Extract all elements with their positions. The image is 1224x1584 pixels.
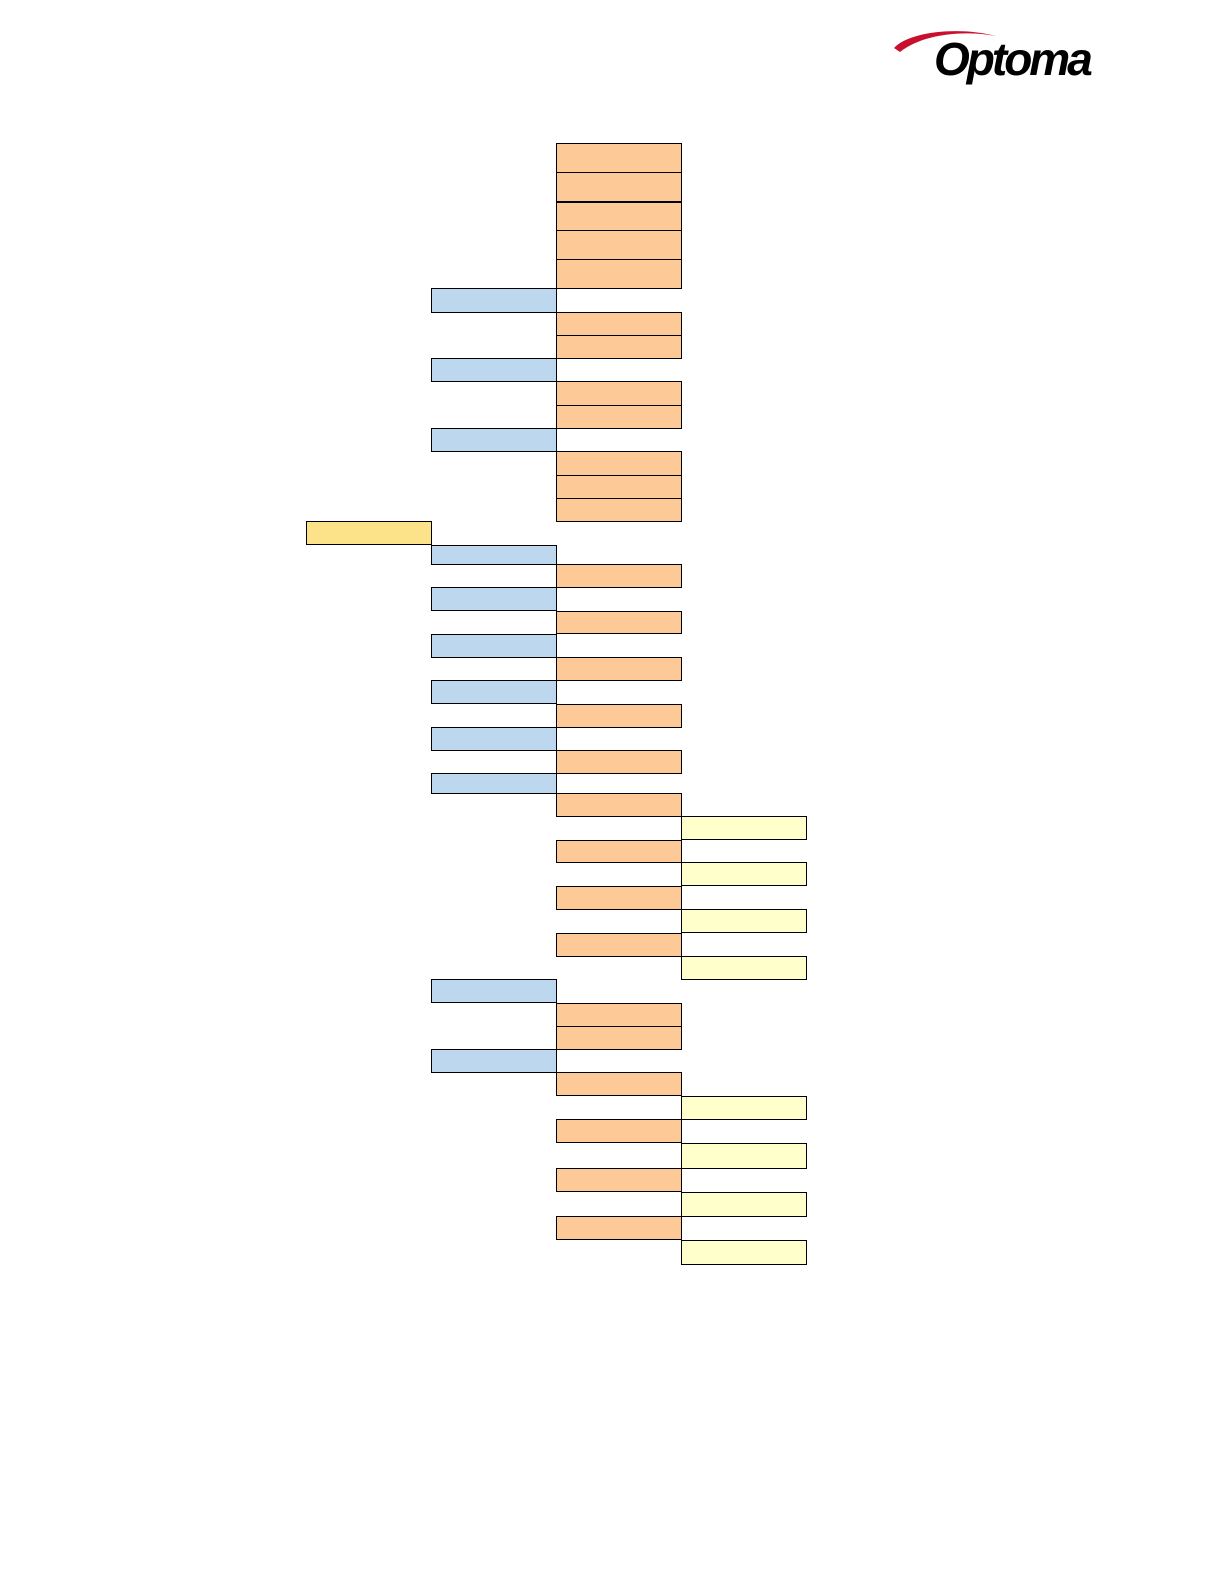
optoma-swoosh-icon — [894, 31, 996, 52]
option-cell — [681, 816, 807, 840]
option-cell — [681, 956, 807, 980]
option-cell — [681, 1096, 807, 1120]
submenu-cell — [556, 564, 682, 588]
submenu-cell — [556, 1026, 682, 1050]
submenu-cell — [556, 451, 682, 476]
submenu-cell — [556, 933, 682, 957]
submenu-cell — [556, 381, 682, 406]
option-cell — [681, 1143, 807, 1169]
submenu-cell — [556, 704, 682, 728]
main-menu-cell — [431, 358, 557, 382]
option-cell — [681, 909, 807, 933]
main-menu-cell — [431, 634, 557, 658]
main-menu-cell — [431, 979, 557, 1003]
submenu-cell — [556, 1119, 682, 1143]
option-cell — [681, 1192, 807, 1217]
option-cell — [681, 862, 807, 886]
main-menu-cell — [431, 680, 557, 704]
submenu-cell — [556, 1168, 682, 1192]
submenu-cell — [556, 1216, 682, 1240]
root-menu-cell — [306, 521, 432, 545]
submenu-cell — [556, 840, 682, 863]
submenu-cell — [556, 259, 682, 289]
main-menu-cell — [431, 428, 557, 452]
submenu-cell — [556, 405, 682, 429]
submenu-cell — [556, 475, 682, 499]
main-menu-cell — [431, 773, 557, 794]
submenu-cell — [556, 312, 682, 336]
submenu-cell — [556, 750, 682, 774]
submenu-cell — [556, 202, 682, 232]
submenu-cell — [556, 143, 682, 173]
submenu-cell — [556, 657, 682, 681]
main-menu-cell — [431, 587, 557, 611]
submenu-cell — [556, 1003, 682, 1027]
main-menu-cell — [431, 545, 557, 565]
main-menu-cell — [431, 727, 557, 751]
submenu-cell — [556, 886, 682, 910]
submenu-cell — [556, 793, 682, 817]
optoma-logo: Optoma — [888, 26, 1093, 96]
logo-wordmark: Optoma — [934, 33, 1093, 85]
submenu-cell — [556, 172, 682, 202]
submenu-cell — [556, 1072, 682, 1096]
submenu-cell — [556, 230, 682, 260]
main-menu-cell — [431, 1049, 557, 1073]
submenu-cell — [556, 498, 682, 522]
submenu-cell — [556, 611, 682, 634]
main-menu-cell — [431, 288, 557, 313]
submenu-cell — [556, 335, 682, 359]
option-cell — [681, 1240, 807, 1265]
